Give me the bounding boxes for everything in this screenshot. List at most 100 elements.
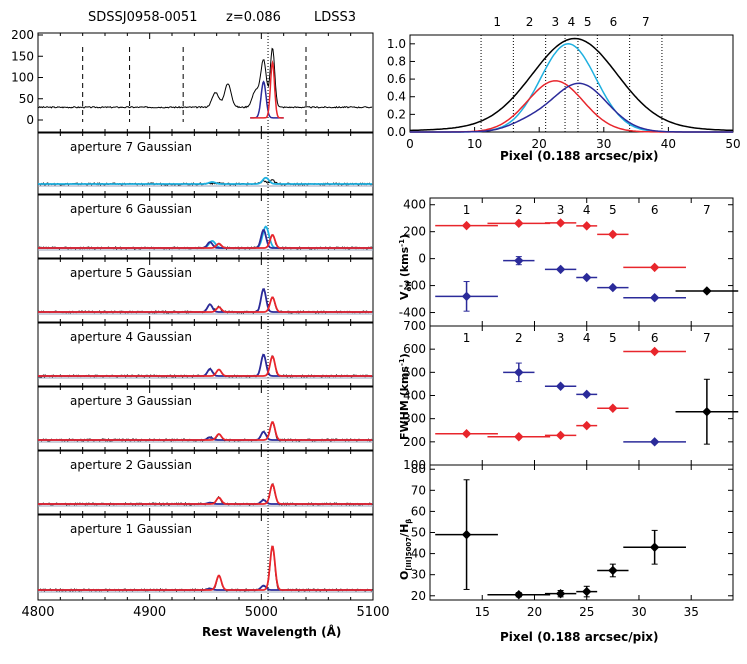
tick-label: 5100 xyxy=(356,605,389,620)
tick-label: 200 xyxy=(403,225,426,239)
tick-label: 600 xyxy=(403,342,426,356)
tick-label: 10 xyxy=(467,137,482,151)
aperture-number: 1 xyxy=(493,15,501,29)
blue-point xyxy=(608,282,618,293)
spectra-stack: 0 50 100 150 200 aperture 7 Gaussian aperture … xyxy=(11,28,389,620)
cyan-fit xyxy=(38,176,373,185)
aperture-number: 6 xyxy=(610,15,618,29)
panel-frame xyxy=(37,194,374,259)
tick-label: 400 xyxy=(403,389,426,403)
aperture-number: 3 xyxy=(552,15,560,29)
aperture-label: aperture 2 Gaussian xyxy=(70,458,192,472)
aperture-number: 7 xyxy=(703,331,711,345)
aperture-spectrum xyxy=(37,421,373,443)
aperture-label: aperture 7 Gaussian xyxy=(70,140,192,154)
blue-point xyxy=(555,381,566,391)
aperture-number: 2 xyxy=(515,203,523,217)
tick-label: 50 xyxy=(725,137,740,151)
tick-label: 30 xyxy=(411,568,426,582)
panel-frame xyxy=(37,450,374,515)
aperture-number: 2 xyxy=(515,331,523,345)
red-point xyxy=(649,262,660,273)
black-point xyxy=(702,407,712,417)
aperture-number: 7 xyxy=(642,15,650,29)
tick-label: 4800 xyxy=(21,605,54,620)
aperture-number: 1 xyxy=(463,331,471,345)
aperture-number: 4 xyxy=(568,15,576,29)
blue-point xyxy=(461,291,472,302)
blue-point xyxy=(582,272,592,283)
tick-label: 700 xyxy=(403,319,426,333)
black-point xyxy=(461,529,472,540)
blue-point xyxy=(555,264,566,275)
aperture-number: 6 xyxy=(651,203,659,217)
tick-label: 0 xyxy=(406,137,414,151)
red-point xyxy=(649,346,660,357)
aperture-spectrum xyxy=(38,353,373,379)
black-point xyxy=(649,542,660,552)
black-point xyxy=(514,590,524,600)
blue-point xyxy=(649,437,660,447)
tick-label: 20 xyxy=(411,589,426,603)
tick-label: 50 xyxy=(19,92,34,106)
tick-label: 4900 xyxy=(133,605,166,620)
aperture-number: 7 xyxy=(703,203,711,217)
tick-label: 20 xyxy=(532,137,547,151)
tick-label: 500 xyxy=(403,365,426,379)
redshift-label: z=0.086 xyxy=(226,10,281,25)
tick-label: 0 xyxy=(418,252,426,266)
panel-frame xyxy=(429,325,734,466)
tick-label: 40 xyxy=(661,137,676,151)
aperture-spectrum xyxy=(37,545,373,593)
tick-label: 30 xyxy=(631,605,646,619)
red-point xyxy=(461,220,472,231)
red-point xyxy=(608,229,618,240)
panel-frame xyxy=(37,386,374,451)
integrated-spectrum xyxy=(37,47,373,109)
tick-label: 70 xyxy=(411,483,426,497)
fwhm-ylabel: FWHM (kms-1) xyxy=(398,353,411,440)
red-point xyxy=(514,432,524,442)
object-name: SDSSJ0958-0051 xyxy=(88,10,197,25)
tick-label: -400 xyxy=(399,306,426,320)
blue-component xyxy=(250,80,284,119)
blue-fit xyxy=(38,229,373,249)
blue-fit xyxy=(38,354,373,377)
tick-label: 0.2 xyxy=(387,107,406,121)
red-point xyxy=(514,218,524,229)
tick-label: 100 xyxy=(11,71,34,85)
panel-frame xyxy=(37,132,374,195)
tick-label: 0.4 xyxy=(387,90,406,104)
aperture-number: 5 xyxy=(609,203,617,217)
aperture-number: 5 xyxy=(584,15,592,29)
tick-label: 0.8 xyxy=(387,54,406,68)
aperture-label: aperture 5 Gaussian xyxy=(70,266,192,280)
profile-panel: 0 10 20 30 40 50 0.0 0.2 0.4 0.6 0.8 1.0 1 2 3 4 5 6 7 xyxy=(387,15,741,151)
red-point xyxy=(582,221,592,231)
panel-frame xyxy=(37,32,374,133)
velocity-panel: -400 -200 0 200 400 1 2 3 4 5 6 7 xyxy=(399,197,739,327)
aperture-number: 4 xyxy=(583,203,591,217)
red-point xyxy=(555,218,566,228)
instrument-label: LDSS3 xyxy=(314,10,356,25)
panel-frame xyxy=(37,322,374,387)
panel-frame xyxy=(37,514,374,601)
tick-label: 400 xyxy=(403,198,426,212)
blue-profile xyxy=(410,82,733,133)
ratio-xlabel: Pixel (0.188 arcsec/pix) xyxy=(500,630,659,644)
tick-label: 200 xyxy=(403,435,426,449)
tick-label: 150 xyxy=(11,49,34,63)
spectra-xlabel: Rest Wavelength (Å) xyxy=(202,624,341,639)
tick-label: 1.0 xyxy=(387,37,406,51)
aperture-number: 3 xyxy=(557,331,565,345)
red-fit xyxy=(38,355,373,377)
aperture-number: 3 xyxy=(557,203,565,217)
tick-label: 35 xyxy=(684,605,699,619)
aperture-number: 5 xyxy=(609,331,617,345)
aperture-number: 2 xyxy=(526,15,534,29)
aperture-spectrum xyxy=(37,482,373,506)
tick-label: -200 xyxy=(399,279,426,293)
aperture-number: 6 xyxy=(651,331,659,345)
black-point xyxy=(582,586,592,597)
